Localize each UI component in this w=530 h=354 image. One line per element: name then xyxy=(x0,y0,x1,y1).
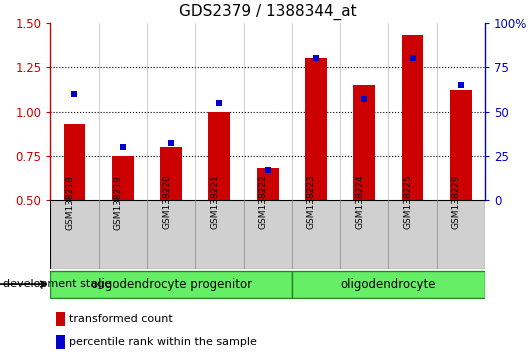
Text: transformed count: transformed count xyxy=(69,314,173,324)
Text: GSM138219: GSM138219 xyxy=(114,175,123,229)
Text: oligodendrocyte: oligodendrocyte xyxy=(341,278,436,291)
Text: GSM138223: GSM138223 xyxy=(307,175,316,229)
Text: GSM138225: GSM138225 xyxy=(403,175,412,229)
Bar xyxy=(160,147,182,200)
Bar xyxy=(402,35,423,200)
Text: development stage: development stage xyxy=(3,279,111,289)
Title: GDS2379 / 1388344_at: GDS2379 / 1388344_at xyxy=(179,4,357,20)
Text: GSM138220: GSM138220 xyxy=(162,175,171,229)
Text: GSM138221: GSM138221 xyxy=(210,175,219,229)
Text: GSM138222: GSM138222 xyxy=(259,175,268,229)
Bar xyxy=(305,58,327,200)
Bar xyxy=(354,85,375,200)
Text: GSM138218: GSM138218 xyxy=(66,175,75,229)
Text: GSM138229: GSM138229 xyxy=(452,175,461,229)
Bar xyxy=(64,124,85,200)
Text: percentile rank within the sample: percentile rank within the sample xyxy=(69,337,257,347)
Bar xyxy=(112,156,134,200)
Bar xyxy=(292,270,485,298)
Text: GSM138224: GSM138224 xyxy=(355,175,364,229)
Bar xyxy=(208,112,230,200)
Bar xyxy=(450,90,472,200)
Bar xyxy=(50,270,292,298)
Bar xyxy=(257,168,279,200)
Text: oligodendrocyte progenitor: oligodendrocyte progenitor xyxy=(91,278,252,291)
